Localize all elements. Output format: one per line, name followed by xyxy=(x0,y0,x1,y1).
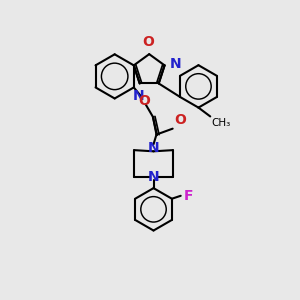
Text: N: N xyxy=(170,57,182,71)
Text: N: N xyxy=(132,89,144,103)
Text: CH₃: CH₃ xyxy=(212,118,231,128)
Text: O: O xyxy=(174,113,186,127)
Text: O: O xyxy=(142,35,154,49)
Text: N: N xyxy=(148,141,159,155)
Text: O: O xyxy=(138,94,150,108)
Text: F: F xyxy=(184,189,193,203)
Text: N: N xyxy=(148,170,159,184)
